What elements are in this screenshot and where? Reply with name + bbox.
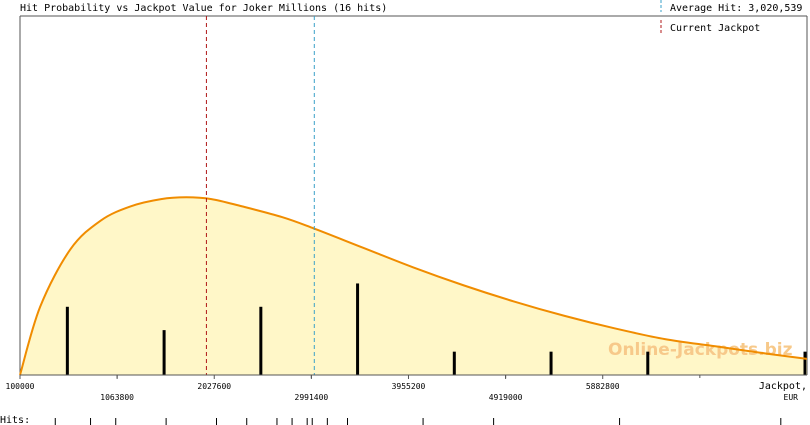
x-tick-label: 4919000 <box>489 393 523 402</box>
hit-histogram <box>65 283 807 375</box>
probability-area <box>20 197 807 375</box>
x-tick-label: 1063800 <box>100 393 134 402</box>
watermark: Online-Jackpots.biz <box>608 340 793 360</box>
histogram-bar <box>549 351 553 375</box>
probability-curve <box>19 196 808 376</box>
x-tick-label: 2027600 <box>197 382 231 391</box>
x-tick-label: 3955200 <box>392 382 426 391</box>
x-tick-label: 5882800 <box>586 382 620 391</box>
legend-average-hit: Average Hit: 3,020,539 <box>670 3 802 14</box>
hits-label: Hits: <box>0 415 30 425</box>
legend-current-jackpot: Current Jackpot <box>670 23 760 34</box>
histogram-bar <box>452 351 456 375</box>
histogram-bar <box>803 351 807 375</box>
histogram-bar <box>646 351 650 375</box>
x-axis-label-line2: EUR <box>784 393 799 402</box>
chart-title: Hit Probability vs Jackpot Value for Jok… <box>20 3 387 14</box>
plot-frame <box>19 15 808 375</box>
histogram-bar <box>259 306 263 375</box>
x-axis-label-line1: Jackpot, <box>759 381 807 392</box>
histogram-bar <box>162 330 166 375</box>
histogram-bar <box>356 283 360 375</box>
x-axis: 100000 2027600 3955200 5882800 1063800 299140… <box>6 374 807 402</box>
hit-markers <box>54 418 782 425</box>
x-tick-label: 2991400 <box>295 393 329 402</box>
x-tick-label: 100000 <box>6 382 35 391</box>
histogram-bar <box>65 306 69 375</box>
